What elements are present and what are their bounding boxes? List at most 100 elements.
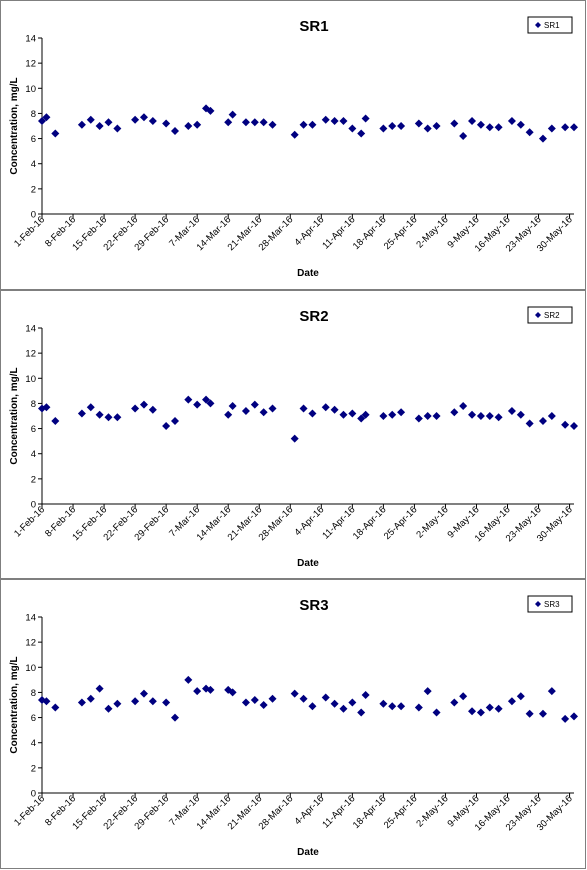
data-point [259, 701, 268, 709]
data-point [388, 122, 397, 130]
data-point [561, 123, 570, 132]
data-point [113, 699, 122, 708]
data-point [516, 120, 525, 129]
data-point [561, 420, 570, 429]
data-point [485, 412, 494, 420]
y-tick-label: 14 [25, 613, 36, 624]
chart-svg: SR1024681012141-Feb-168-Feb-1615-Feb-162… [9, 16, 578, 279]
x-tick-label: 2-May-16 [414, 214, 450, 250]
data-point [202, 395, 211, 404]
data-point [494, 704, 503, 713]
x-tick-label: 1-Feb-16 [12, 504, 47, 539]
data-point [131, 404, 140, 413]
data-point [468, 707, 477, 716]
data-point [171, 713, 179, 722]
data-point [308, 702, 317, 711]
data-point [379, 699, 388, 708]
data-point [507, 697, 516, 706]
data-point [113, 413, 122, 422]
data-point [42, 403, 51, 412]
data-point [516, 410, 525, 419]
data-point [193, 400, 202, 409]
x-tick-label: 1-Feb-16 [12, 214, 47, 249]
data-point [468, 410, 477, 419]
x-tick-label: 28-Mar-16 [257, 504, 296, 543]
data-point [423, 687, 432, 696]
y-tick-label: 8 [31, 109, 36, 120]
data-point [525, 709, 534, 718]
data-point [139, 113, 148, 122]
legend-box [527, 306, 573, 324]
data-point [184, 122, 193, 130]
y-tick-label: 6 [31, 713, 36, 724]
data-point [494, 413, 503, 422]
data-point [206, 106, 215, 115]
data-point [224, 410, 233, 419]
y-tick-label: 6 [31, 134, 36, 145]
data-point [184, 395, 193, 404]
data-point [361, 114, 370, 123]
data-point [250, 400, 259, 409]
data-point [38, 695, 46, 704]
y-tick-label: 2 [31, 184, 36, 195]
data-point [538, 709, 547, 718]
chart-svg: SR2024681012141-Feb-168-Feb-1615-Feb-162… [9, 306, 578, 569]
data-point [290, 689, 299, 698]
data-point [516, 692, 525, 701]
y-tick-label: 14 [25, 324, 36, 335]
data-point [379, 412, 388, 420]
data-point [339, 410, 348, 419]
data-point [228, 401, 237, 410]
data-point [507, 406, 516, 415]
data-point [397, 122, 406, 130]
data-point [388, 702, 397, 711]
data-point [268, 120, 277, 129]
data-point [476, 120, 485, 129]
x-tick-label: 1-Feb-16 [12, 793, 47, 828]
data-point [193, 120, 202, 129]
data-point [241, 406, 250, 415]
chart-svg: SR3024681012141-Feb-168-Feb-1615-Feb-162… [9, 595, 578, 858]
data-point [357, 129, 366, 138]
x-tick-label: 28-Mar-16 [257, 214, 296, 253]
y-tick-label: 12 [25, 349, 36, 360]
y-tick-label: 0 [31, 210, 36, 221]
data-point [299, 120, 308, 129]
x-tick-label: 25-Apr-16 [382, 504, 420, 542]
data-point [148, 405, 157, 414]
data-point [171, 127, 179, 136]
y-axis-label: Concentration, mg/L [9, 77, 20, 174]
data-point [432, 708, 441, 717]
data-point [259, 118, 268, 127]
data-point [348, 409, 357, 418]
chart-title: SR1 [299, 18, 328, 35]
legend-label: SR3 [544, 600, 560, 609]
data-point [450, 408, 459, 417]
data-point [379, 124, 388, 133]
data-point [459, 132, 468, 141]
data-point [268, 404, 277, 413]
x-tick-label: 25-Apr-16 [382, 793, 420, 831]
data-point [432, 412, 441, 420]
y-tick-label: 12 [25, 59, 36, 70]
data-point [206, 685, 215, 694]
data-point [250, 695, 259, 704]
data-point [51, 129, 60, 138]
x-tick-label: 29-Feb-16 [132, 793, 171, 832]
data-point [228, 110, 237, 119]
x-tick-label: 28-Mar-16 [257, 793, 296, 832]
chart-panel-sr1: SR1 0 2 4 6 8 10 12 14 1-Feb-16 8-Feb-16 15-Feb-16 2… [0, 0, 586, 290]
data-point [95, 410, 104, 419]
data-point [241, 698, 250, 707]
y-tick-label: 10 [25, 663, 36, 674]
data-point [468, 116, 477, 125]
data-point [299, 404, 308, 413]
data-point [321, 403, 330, 412]
data-point [414, 119, 423, 128]
data-point [206, 399, 215, 408]
data-point [184, 675, 193, 684]
y-axis-label: Concentration, mg/L [9, 367, 20, 464]
y-tick-label: 0 [31, 500, 36, 511]
y-tick-label: 10 [25, 84, 36, 95]
x-tick-label: 29-Feb-16 [132, 214, 171, 253]
